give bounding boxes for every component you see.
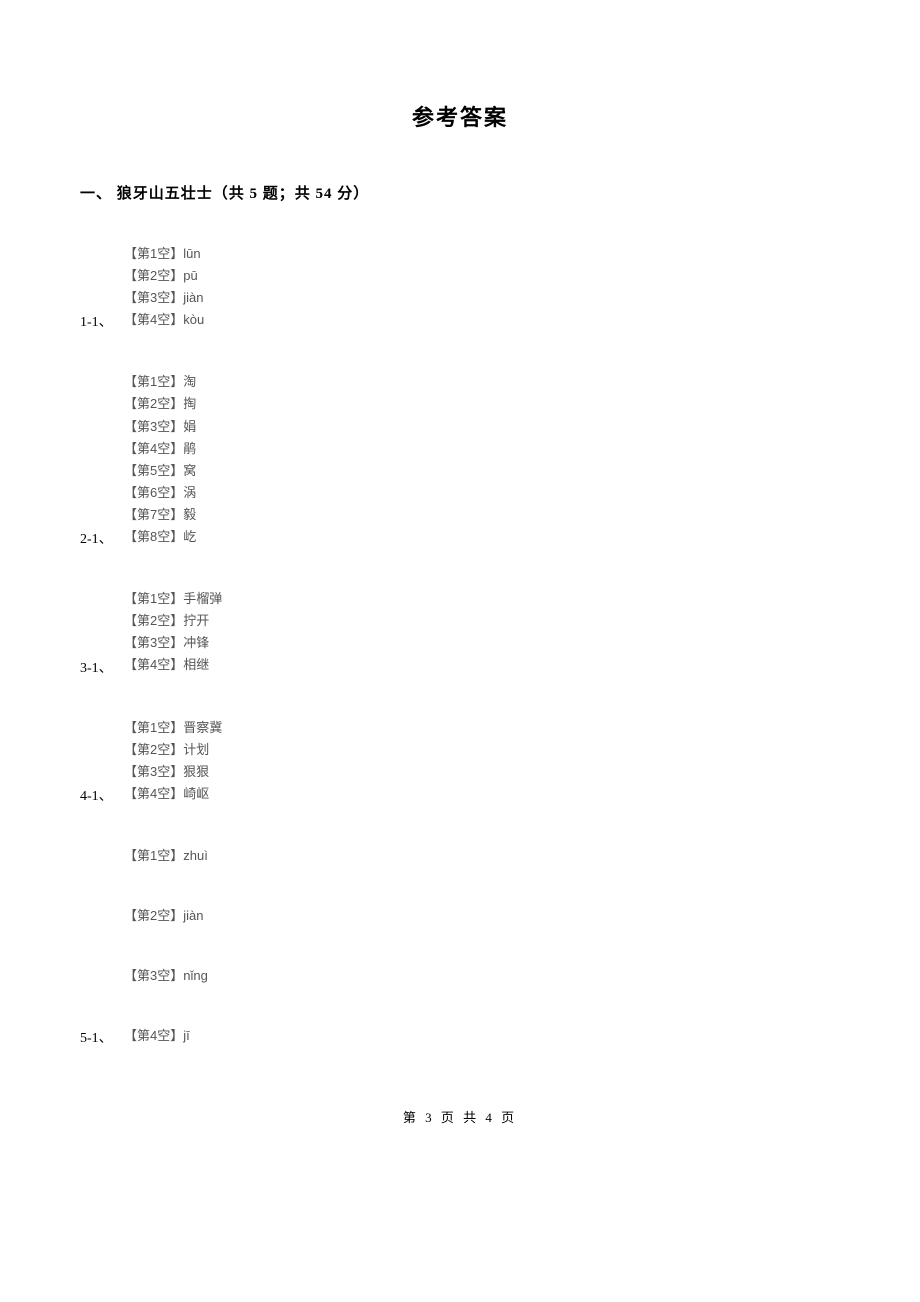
answer-line: 【第1空】lūn: [124, 243, 204, 265]
answer-line: 【第3空】nǐng: [124, 965, 208, 987]
answer-line: 【第1空】zhuì: [124, 845, 208, 867]
answer-line: 【第2空】pū: [124, 265, 204, 287]
answer-line: 【第1空】手榴弹: [124, 588, 222, 610]
answer-line: 【第1空】淘: [124, 371, 196, 393]
answers-block: 【第1空】lūn【第2空】pū【第3空】jiàn【第4空】kòu: [124, 243, 204, 331]
answer-line: 【第4空】kòu: [124, 309, 204, 331]
page-footer: 第 3 页 共 4 页: [80, 1107, 840, 1126]
question-number: 5-1、: [80, 1027, 124, 1047]
answer-line: 【第4空】鹃: [124, 438, 196, 460]
answer-line: 【第2空】掏: [124, 393, 196, 415]
answer-line: 【第3空】娟: [124, 416, 196, 438]
answer-line: 【第2空】计划: [124, 739, 222, 761]
question-number: 2-1、: [80, 528, 124, 548]
question-number: 4-1、: [80, 785, 124, 805]
answers-block: 【第1空】晋察冀【第2空】计划【第3空】狠狠【第4空】崎岖: [124, 717, 222, 805]
question-number: 3-1、: [80, 657, 124, 677]
answers-block: 【第1空】zhuì 【第2空】jiàn 【第3空】nǐng 【第4空】jī: [124, 845, 208, 1047]
answer-line: 【第4空】相继: [124, 654, 222, 676]
answer-line: 【第3空】冲锋: [124, 632, 222, 654]
answer-line: 【第5空】窝: [124, 460, 196, 482]
answer-line: 【第4空】崎岖: [124, 783, 222, 805]
answer-line: 【第2空】jiàn: [124, 905, 208, 927]
answer-line: 【第6空】涡: [124, 482, 196, 504]
question-row: 3-1、【第1空】手榴弹【第2空】拧开【第3空】冲锋【第4空】相继: [80, 588, 840, 676]
question-row: 4-1、【第1空】晋察冀【第2空】计划【第3空】狠狠【第4空】崎岖: [80, 717, 840, 805]
answer-line: 【第2空】拧开: [124, 610, 222, 632]
answer-line: 【第3空】狠狠: [124, 761, 222, 783]
answer-line: 【第4空】jī: [124, 1025, 208, 1047]
answer-line: 【第1空】晋察冀: [124, 717, 222, 739]
page-title: 参考答案: [80, 100, 840, 132]
answers-block: 【第1空】手榴弹【第2空】拧开【第3空】冲锋【第4空】相继: [124, 588, 222, 676]
question-row: 1-1、【第1空】lūn【第2空】pū【第3空】jiàn【第4空】kòu: [80, 243, 840, 331]
section-heading: 一、 狼牙山五壮士（共 5 题；共 54 分）: [80, 182, 840, 203]
answers-block: 【第1空】淘【第2空】掏【第3空】娟【第4空】鹃【第5空】窝【第6空】涡【第7空…: [124, 371, 196, 548]
question-row: 2-1、【第1空】淘【第2空】掏【第3空】娟【第4空】鹃【第5空】窝【第6空】涡…: [80, 371, 840, 548]
answer-line: 【第3空】jiàn: [124, 287, 204, 309]
question-row: 5-1、 【第1空】zhuì 【第2空】jiàn 【第3空】nǐng 【第4空】jī: [80, 845, 840, 1047]
answer-line: 【第8空】屹: [124, 526, 196, 548]
questions-container: 1-1、【第1空】lūn【第2空】pū【第3空】jiàn【第4空】kòu2-1、…: [80, 243, 840, 1047]
answer-line: 【第7空】毅: [124, 504, 196, 526]
question-number: 1-1、: [80, 311, 124, 331]
